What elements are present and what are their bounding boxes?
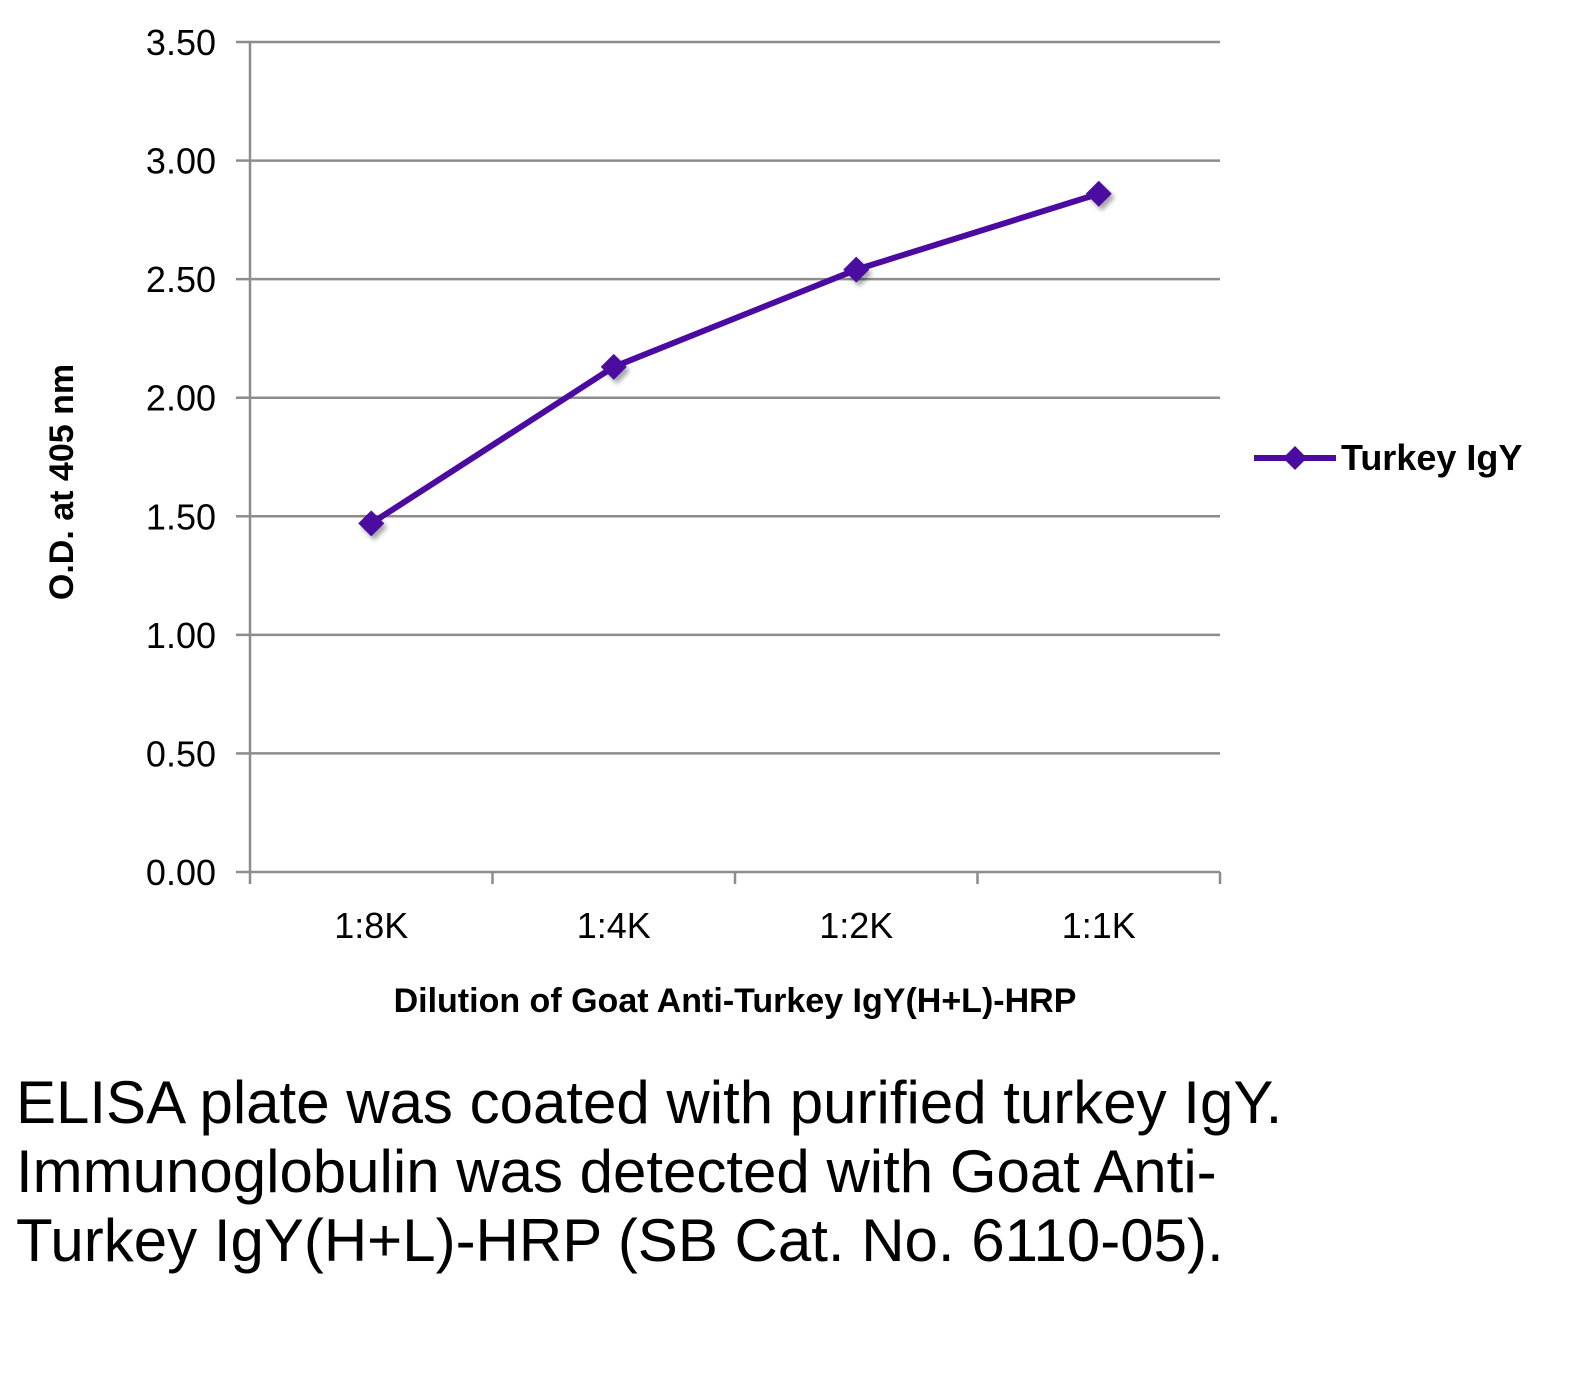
- legend-diamond-marker: [1283, 446, 1307, 470]
- data-point-diamond: [1085, 180, 1112, 207]
- series-layer: [358, 180, 1112, 537]
- x-tick-label: 1:4K: [577, 905, 651, 946]
- data-point-diamond: [358, 510, 385, 537]
- data-point-diamond: [843, 256, 870, 283]
- y-tick-label: 3.50: [146, 22, 216, 63]
- elisa-line-chart: 0.00 0.50 1.00 1.50 2.00 2.50 3.00 3.50 1:8K 1:4K…: [43, 22, 1522, 1020]
- series-line: [369, 190, 1100, 526]
- legend: Turkey IgY: [1254, 437, 1522, 478]
- gridlines: [250, 40, 1220, 755]
- figure-caption: ELISA plate was coated with purified tur…: [16, 1069, 1283, 1274]
- legend-label: Turkey IgY: [1341, 437, 1522, 478]
- x-axis-title: Dilution of Goat Anti-Turkey IgY(H+L)-HR…: [394, 982, 1077, 1020]
- y-tick-label: 2.50: [146, 259, 216, 300]
- y-tick-label: 2.00: [146, 378, 216, 419]
- data-point-diamond: [600, 353, 627, 380]
- y-tick-label: 1.00: [146, 615, 216, 656]
- x-tick-label: 1:8K: [334, 905, 408, 946]
- y-tick-label: 3.00: [146, 141, 216, 182]
- tick-labels: 0.00 0.50 1.00 1.50 2.00 2.50 3.00 3.50 1:8K 1:4K…: [146, 22, 1136, 946]
- x-tick-label: 1:1K: [1062, 905, 1136, 946]
- x-tick-label: 1:2K: [819, 905, 893, 946]
- y-axis-title: O.D. at 405 nm: [43, 364, 81, 600]
- y-tick-label: 0.50: [146, 733, 216, 774]
- y-tick-label: 0.00: [146, 852, 216, 893]
- axes: [236, 40, 1222, 884]
- y-tick-label: 1.50: [146, 496, 216, 537]
